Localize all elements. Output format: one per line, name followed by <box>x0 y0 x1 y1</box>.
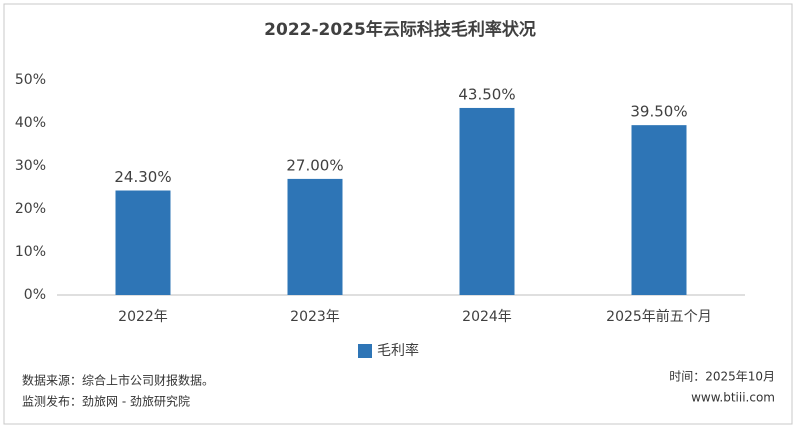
x-tick-label: 2023年 <box>290 309 340 325</box>
value-label: 27.00% <box>286 156 343 174</box>
x-tick-label: 2022年 <box>118 309 168 325</box>
y-tick-label: 10% <box>15 244 46 260</box>
value-label: 24.30% <box>114 168 171 186</box>
x-tick-label: 2025年前五个月 <box>606 308 712 325</box>
bar <box>459 107 515 295</box>
bar <box>631 125 687 296</box>
y-tick-label: 30% <box>15 158 46 174</box>
bar <box>287 178 343 295</box>
bar <box>115 190 171 295</box>
chart-title: 2022-2025年云际科技毛利率状况 <box>264 19 536 40</box>
date-note: 时间：2025年10月 <box>669 370 775 384</box>
x-tick-label: 2024年 <box>462 309 512 325</box>
y-tick-label: 40% <box>15 115 46 131</box>
legend-label: 毛利率 <box>377 342 419 359</box>
value-label: 43.50% <box>458 85 515 103</box>
publisher-note: 监测发布：劲旅网 - 劲旅研究院 <box>22 394 190 409</box>
y-tick-label: 20% <box>15 201 46 217</box>
y-tick-label: 0% <box>24 287 46 303</box>
website-note: www.btiii.com <box>691 391 775 405</box>
value-label: 39.50% <box>630 103 687 121</box>
source-note: 数据来源：综合上市公司财报数据。 <box>22 373 214 388</box>
legend-swatch <box>358 344 372 358</box>
y-tick-label: 50% <box>15 72 46 88</box>
